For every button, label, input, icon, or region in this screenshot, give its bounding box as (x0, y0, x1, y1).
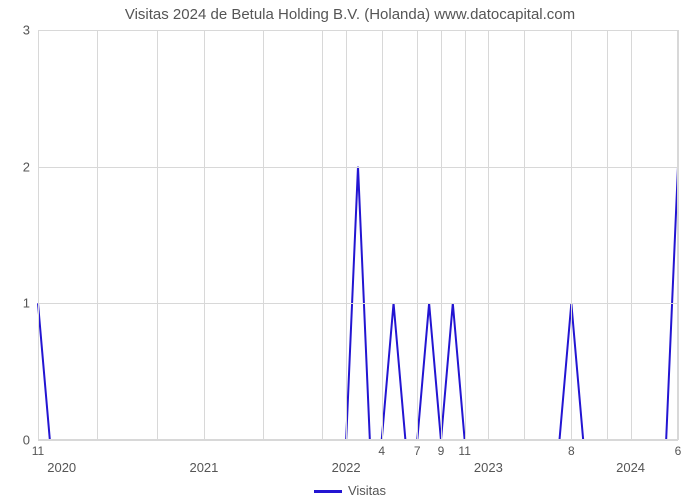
x-tick-label: 8 (568, 444, 575, 458)
x-tick-label: 7 (414, 444, 421, 458)
grid-line-v (97, 30, 98, 440)
y-tick-label: 2 (23, 159, 30, 174)
line-series (38, 30, 678, 440)
legend-label: Visitas (348, 483, 386, 498)
y-tick-label: 0 (23, 433, 30, 448)
x-tick-label: 9 (438, 444, 445, 458)
y-tick-label: 1 (23, 296, 30, 311)
grid-line-v (465, 30, 466, 440)
x-year-label: 2021 (189, 460, 218, 475)
grid-line-v (382, 30, 383, 440)
grid-line-h (38, 167, 678, 168)
grid-line-v (204, 30, 205, 440)
x-year-label: 2024 (616, 460, 645, 475)
grid-line-v (524, 30, 525, 440)
x-tick-label: 11 (458, 444, 470, 458)
legend-swatch (314, 490, 342, 493)
x-tick-label: 6 (675, 444, 682, 458)
grid-line-v (157, 30, 158, 440)
grid-line-v (346, 30, 347, 440)
grid-line-v (607, 30, 608, 440)
chart-title: Visitas 2024 de Betula Holding B.V. (Hol… (0, 0, 700, 23)
grid-line-h (38, 303, 678, 304)
grid-line-v (631, 30, 632, 440)
grid-line-v (263, 30, 264, 440)
x-year-label: 2023 (474, 460, 503, 475)
chart-container: Visitas 2024 de Betula Holding B.V. (Hol… (0, 0, 700, 500)
x-year-label: 2022 (332, 460, 361, 475)
grid-line-v (322, 30, 323, 440)
grid-line-v (441, 30, 442, 440)
grid-line-v (678, 30, 679, 440)
grid-line-h (38, 440, 678, 441)
x-year-label: 2020 (47, 460, 76, 475)
grid-line-v (488, 30, 489, 440)
plot-area: 012311479118620202021202220232024 (38, 30, 678, 440)
legend: Visitas (0, 483, 700, 498)
x-tick-label: 11 (32, 444, 44, 458)
grid-line-v (417, 30, 418, 440)
y-tick-label: 3 (23, 23, 30, 38)
grid-line-v (571, 30, 572, 440)
x-tick-label: 4 (378, 444, 385, 458)
